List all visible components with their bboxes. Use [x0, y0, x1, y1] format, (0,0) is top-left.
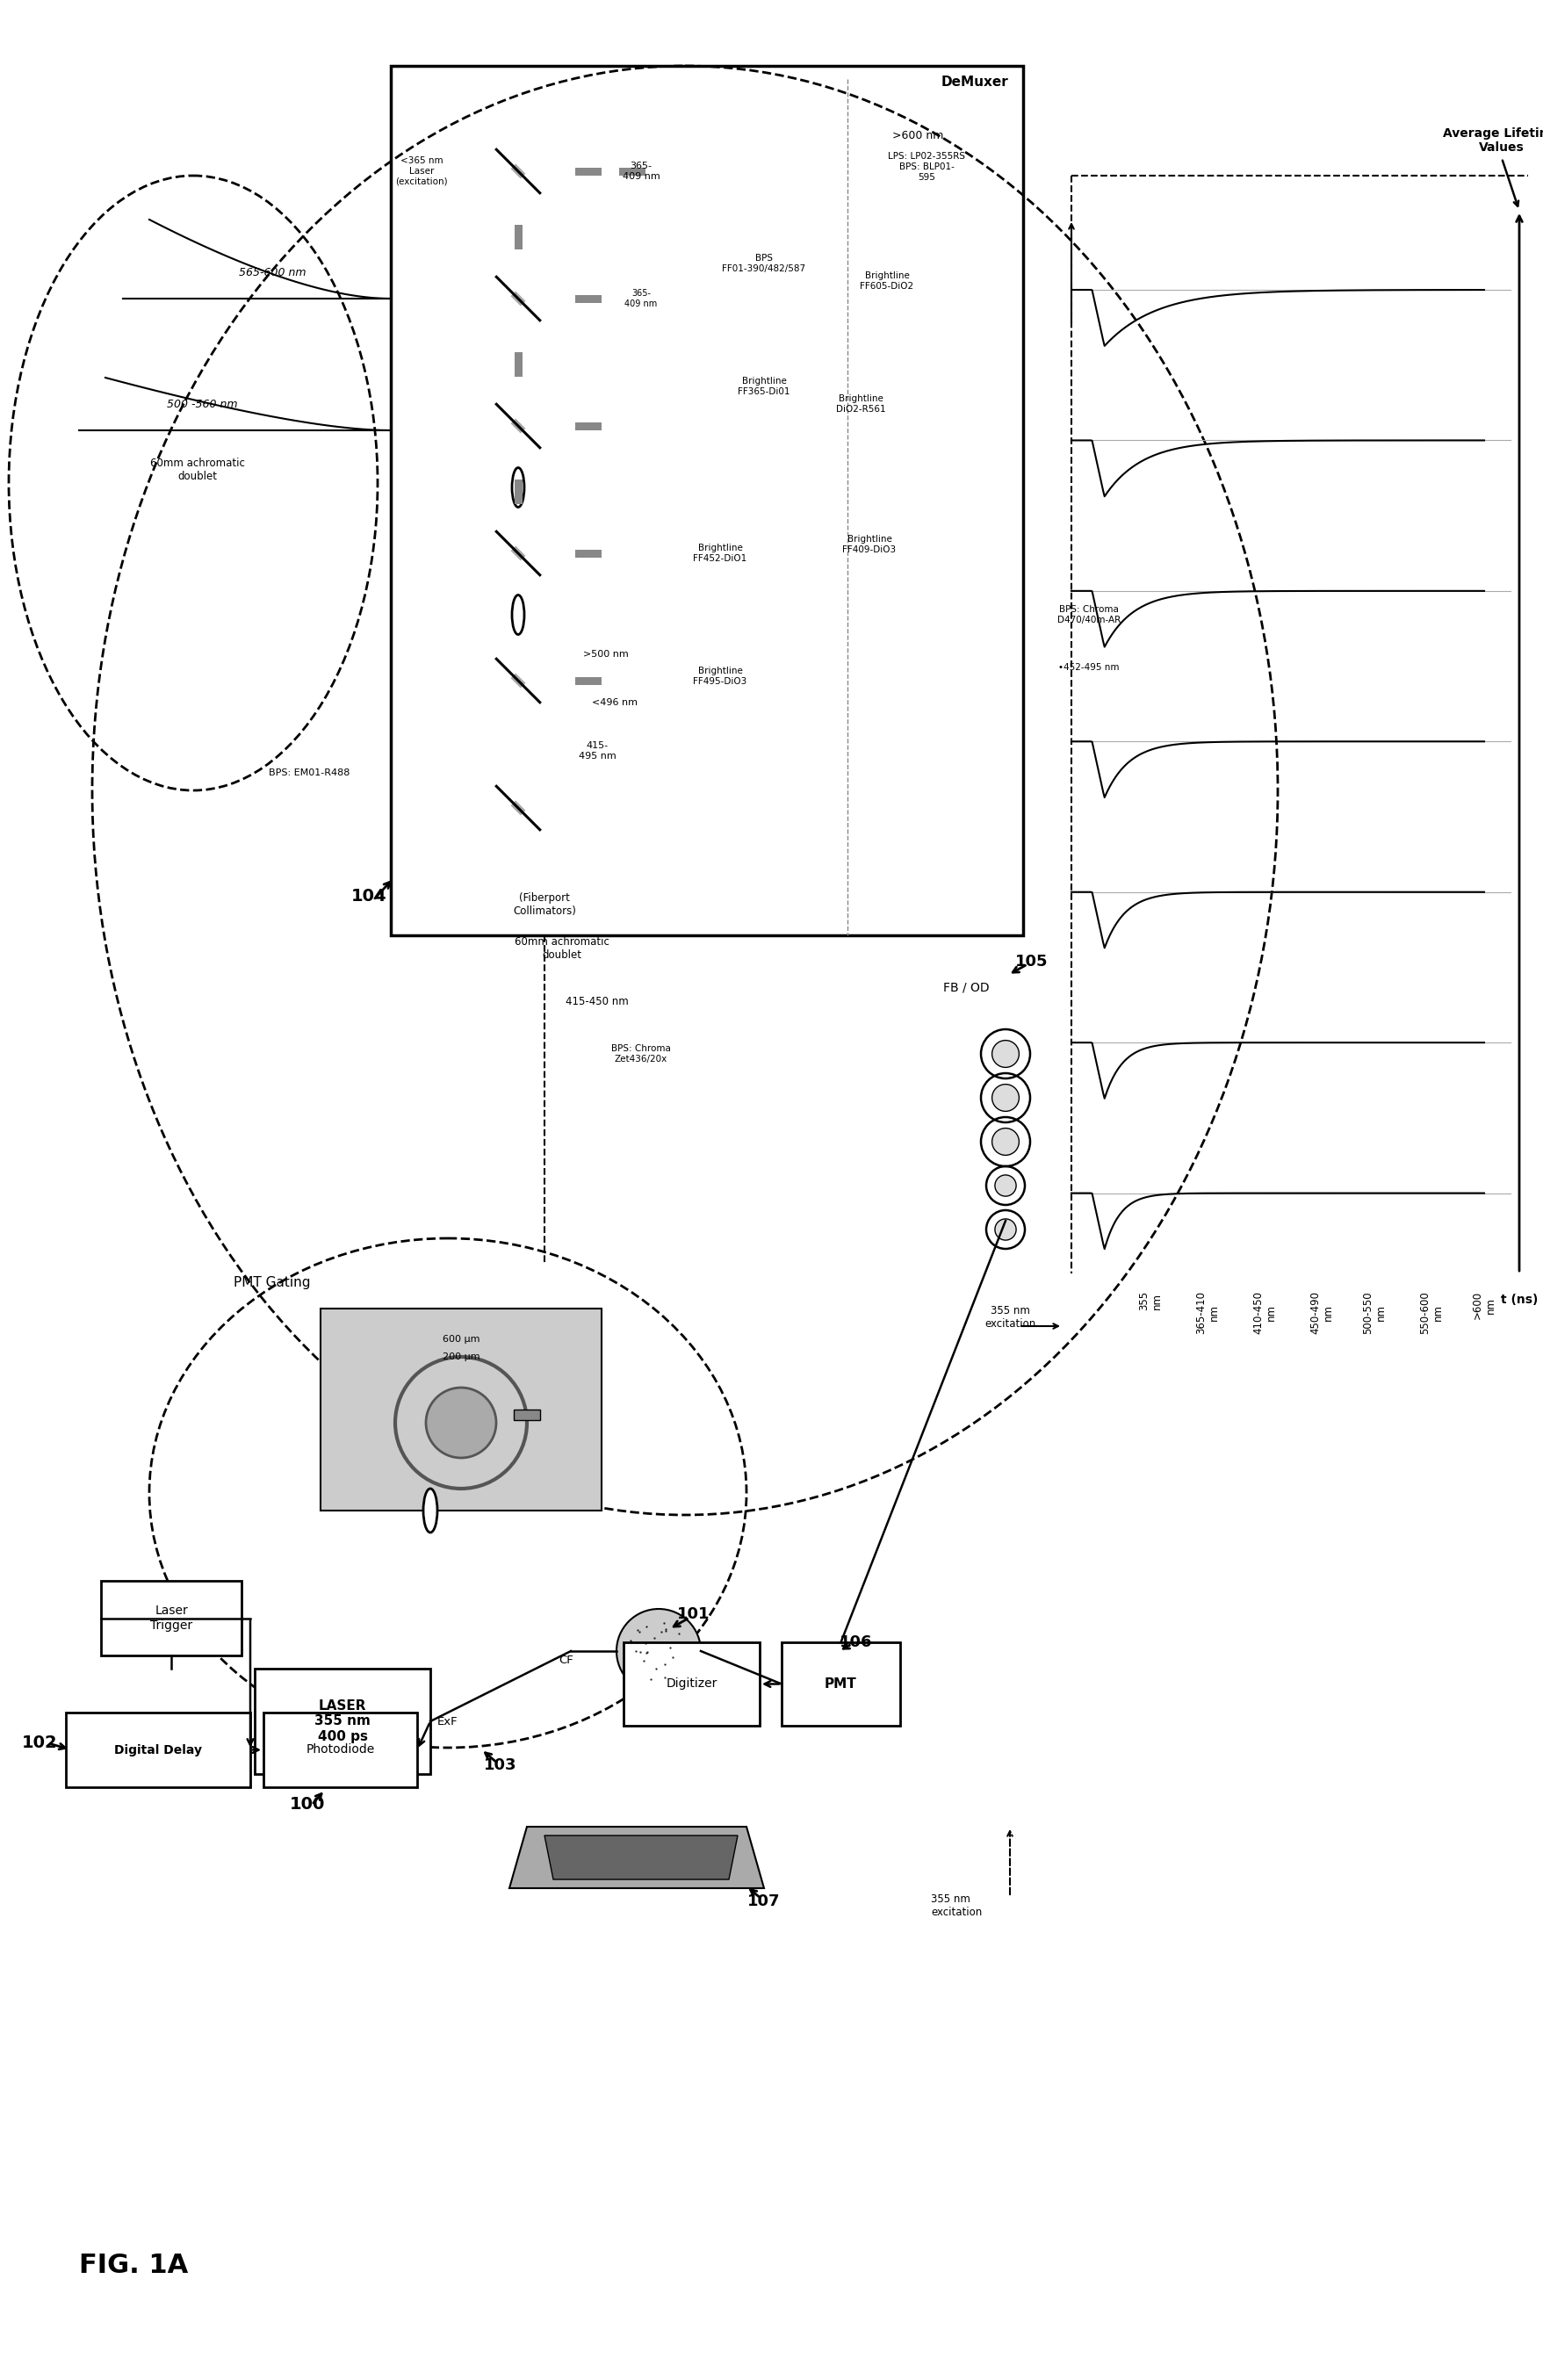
Bar: [321, 1309, 602, 1511]
Text: 600 μm: 600 μm: [443, 1335, 480, 1345]
Bar: [511, 290, 526, 307]
Text: LASER
355 nm
400 ps: LASER 355 nm 400 ps: [315, 1699, 370, 1742]
Bar: [511, 164, 526, 178]
Text: (Fiberport
Collimators): (Fiberport Collimators): [512, 892, 576, 916]
Text: 105: 105: [1015, 954, 1048, 969]
Circle shape: [995, 1219, 1017, 1240]
Text: LPS: LP02-355RS
BPS: BLP01-
595: LPS: LP02-355RS BPS: BLP01- 595: [887, 152, 964, 181]
Text: 500-550
nm: 500-550 nm: [1362, 1290, 1387, 1333]
Text: 410-450
nm: 410-450 nm: [1253, 1290, 1278, 1335]
Text: 415-450 nm: 415-450 nm: [566, 995, 628, 1007]
Circle shape: [992, 1040, 1018, 1066]
Text: CF: CF: [559, 1654, 574, 1666]
Text: Digitizer: Digitizer: [667, 1678, 717, 1690]
Text: 100: 100: [290, 1797, 326, 1814]
Polygon shape: [545, 1835, 738, 1880]
Text: 500 -560 nm: 500 -560 nm: [167, 397, 238, 409]
Text: FIG. 1A: FIG. 1A: [79, 2254, 188, 2278]
Text: Brightline
FF452-DiO1: Brightline FF452-DiO1: [693, 543, 747, 562]
Text: ExF: ExF: [438, 1716, 458, 1728]
Bar: [100, 1580, 242, 1656]
Bar: [576, 295, 602, 302]
Bar: [514, 352, 522, 376]
Bar: [514, 478, 522, 505]
Bar: [576, 421, 602, 431]
Text: 450-490
nm: 450-490 nm: [1310, 1290, 1335, 1335]
Text: 415-
495 nm: 415- 495 nm: [579, 743, 616, 759]
Ellipse shape: [512, 466, 525, 507]
Text: <365 nm
Laser
(excitation): <365 nm Laser (excitation): [395, 157, 447, 186]
Text: 355 nm
excitation: 355 nm excitation: [984, 1304, 1035, 1330]
Text: BPS: EM01-R488: BPS: EM01-R488: [268, 769, 350, 778]
Bar: [264, 1714, 417, 1787]
Circle shape: [426, 1388, 497, 1459]
Text: Brightline
FF365-Di01: Brightline FF365-Di01: [738, 376, 790, 395]
Text: Brightline
DiO2-R561: Brightline DiO2-R561: [836, 395, 886, 414]
Text: 107: 107: [747, 1894, 781, 1909]
Text: BPS
FF01-390/482/587: BPS FF01-390/482/587: [722, 255, 805, 274]
Circle shape: [992, 1128, 1018, 1154]
Text: 106: 106: [839, 1635, 873, 1649]
Text: 102: 102: [22, 1735, 57, 1752]
Bar: [514, 224, 522, 250]
Text: Average Lifetime
Values: Average Lifetime Values: [1443, 126, 1543, 155]
Text: BPS: Chroma
D470/40m-AR: BPS: Chroma D470/40m-AR: [1057, 605, 1120, 624]
Text: FB / OD: FB / OD: [943, 983, 989, 995]
Bar: [782, 1642, 900, 1726]
Text: 365-
409 nm: 365- 409 nm: [625, 288, 657, 307]
Bar: [619, 167, 645, 176]
Circle shape: [995, 1176, 1017, 1197]
Text: 365-
409 nm: 365- 409 nm: [622, 162, 660, 181]
Bar: [576, 676, 602, 685]
Bar: [576, 167, 602, 176]
Text: Brightline
FF605-DiO2: Brightline FF605-DiO2: [859, 271, 913, 290]
Text: PMT: PMT: [826, 1678, 856, 1690]
Text: >500 nm: >500 nm: [583, 650, 628, 659]
Text: 103: 103: [485, 1756, 517, 1773]
Bar: [514, 1409, 540, 1421]
Polygon shape: [509, 1828, 764, 1887]
Text: Laser
Trigger: Laser Trigger: [150, 1604, 193, 1630]
Text: •452-495 nm: •452-495 nm: [1058, 664, 1120, 671]
Bar: [66, 1714, 250, 1787]
Text: <496 nm: <496 nm: [593, 697, 637, 707]
Bar: [511, 419, 526, 433]
Bar: [390, 67, 1023, 935]
Circle shape: [617, 1609, 701, 1692]
Text: 365-410
nm: 365-410 nm: [1196, 1290, 1221, 1335]
Text: >600
nm: >600 nm: [1472, 1290, 1497, 1319]
Bar: [623, 1642, 759, 1726]
Text: BPS: Chroma
Zet436/20x: BPS: Chroma Zet436/20x: [611, 1045, 671, 1064]
Text: 60mm achromatic
doublet: 60mm achromatic doublet: [150, 457, 245, 483]
Bar: [511, 545, 526, 562]
Text: 101: 101: [677, 1607, 710, 1623]
Bar: [511, 674, 526, 688]
Text: DeMuxer: DeMuxer: [941, 76, 1009, 88]
Text: 550-600
nm: 550-600 nm: [1420, 1290, 1444, 1333]
Text: 565-600 nm: 565-600 nm: [239, 267, 306, 278]
Text: Brightline
FF409-DiO3: Brightline FF409-DiO3: [842, 536, 896, 555]
Text: 200 μm: 200 μm: [443, 1352, 480, 1361]
Text: 355
nm: 355 nm: [1139, 1290, 1163, 1311]
Text: 60mm achromatic
doublet: 60mm achromatic doublet: [515, 935, 609, 962]
Text: PMT Gating: PMT Gating: [235, 1276, 310, 1290]
Text: 355 nm
excitation: 355 nm excitation: [930, 1894, 981, 1918]
Text: Photodiode: Photodiode: [306, 1745, 375, 1756]
Text: t (ns): t (ns): [1501, 1295, 1538, 1307]
Ellipse shape: [423, 1488, 437, 1533]
Bar: [255, 1668, 430, 1773]
Text: Digital Delay: Digital Delay: [114, 1745, 202, 1756]
Ellipse shape: [512, 595, 525, 635]
Circle shape: [992, 1085, 1018, 1111]
Text: >600 nm: >600 nm: [892, 131, 943, 143]
Text: Brightline
FF495-DiO3: Brightline FF495-DiO3: [693, 666, 747, 685]
Text: 104: 104: [350, 888, 387, 904]
Bar: [576, 550, 602, 557]
Bar: [511, 800, 526, 816]
